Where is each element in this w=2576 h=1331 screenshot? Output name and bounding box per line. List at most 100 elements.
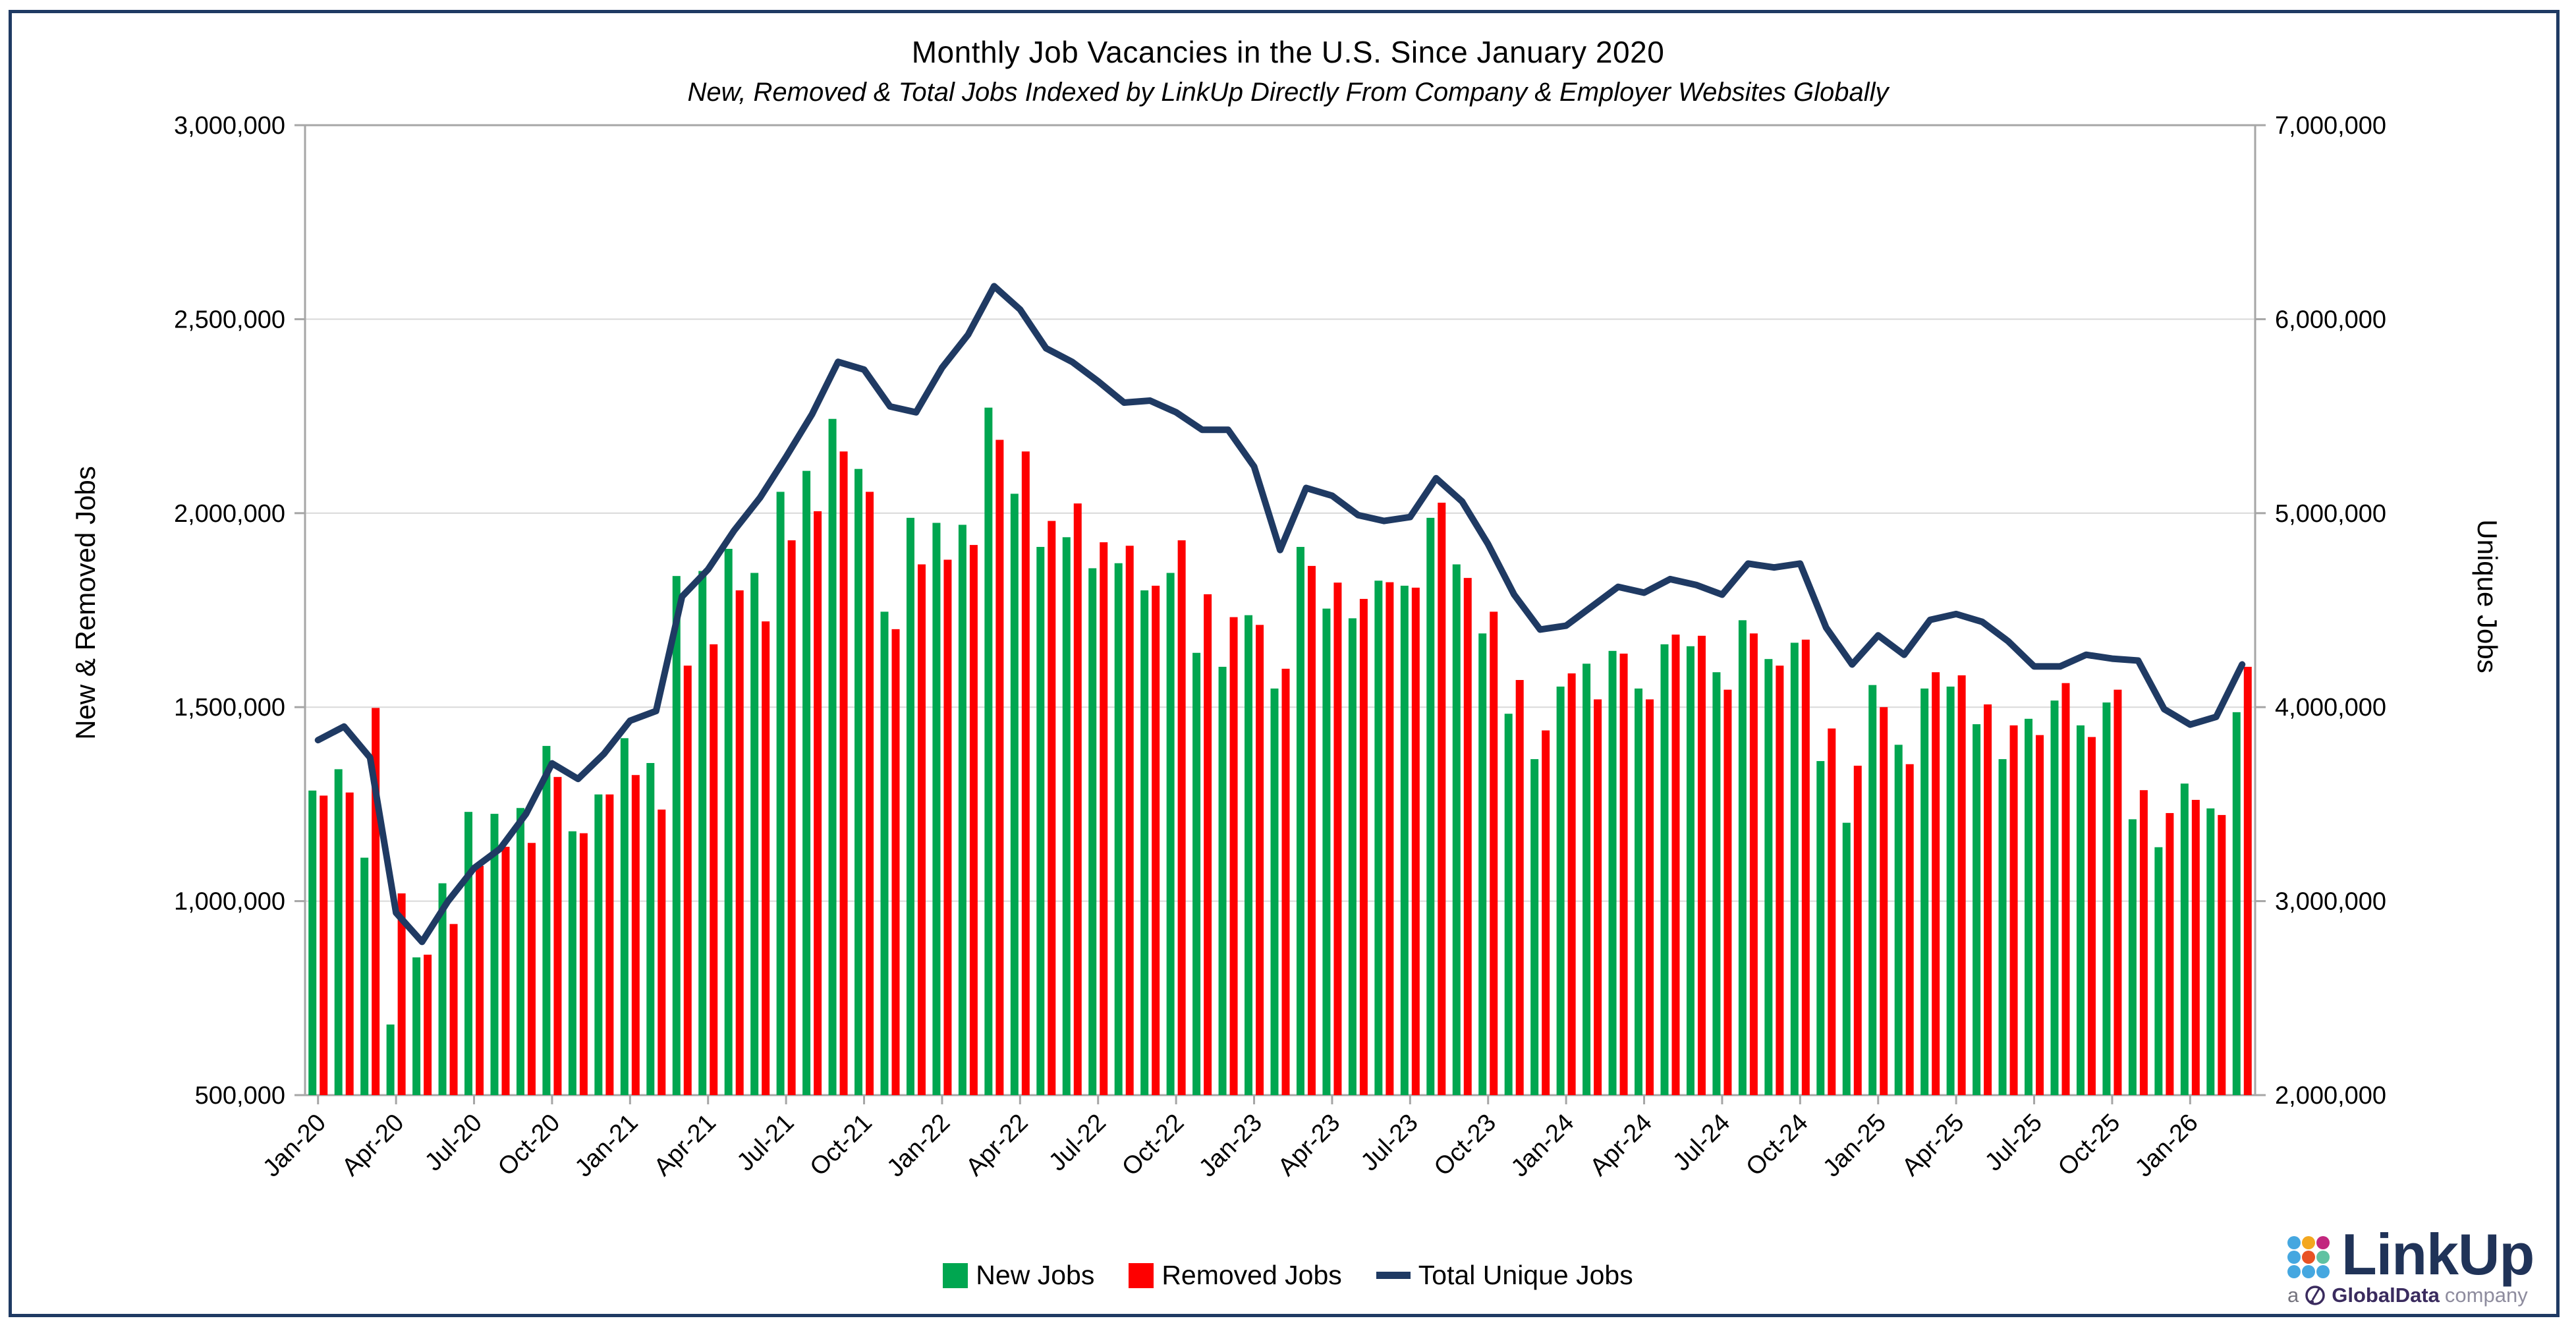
legend-label: Total Unique Jobs bbox=[1418, 1260, 1633, 1290]
bar-new-jobs bbox=[932, 523, 941, 1095]
bar-removed-jobs bbox=[1463, 578, 1472, 1095]
logo-dot bbox=[2302, 1265, 2315, 1278]
bar-new-jobs bbox=[1400, 585, 1409, 1095]
total-unique-jobs-line-icon bbox=[1376, 1272, 1411, 1279]
logo-dot bbox=[2287, 1236, 2301, 1249]
bar-removed-jobs bbox=[1619, 653, 1628, 1095]
bar-removed-jobs bbox=[1723, 689, 1732, 1095]
logo-dot bbox=[2287, 1251, 2301, 1264]
bar-new-jobs bbox=[1530, 759, 1539, 1095]
logo-dot bbox=[2302, 1251, 2315, 1264]
line-total-unique-jobs bbox=[314, 283, 2246, 946]
right-axis-tick-label: 7,000,000 bbox=[2275, 112, 2386, 140]
bar-removed-jobs bbox=[1749, 633, 1758, 1095]
legend-label: New Jobs bbox=[976, 1260, 1095, 1290]
bar-new-jobs bbox=[2050, 700, 2059, 1095]
bar-removed-jobs bbox=[605, 794, 614, 1095]
x-axis-tick-label: Oct-21 bbox=[805, 1109, 878, 1181]
legend-label: Removed Jobs bbox=[1162, 1260, 1342, 1290]
bar-removed-jobs bbox=[579, 833, 588, 1095]
bar-new-jobs bbox=[1426, 517, 1435, 1095]
x-axis-tick-label: Jul-23 bbox=[1356, 1109, 1424, 1177]
bar-removed-jobs bbox=[1359, 598, 1368, 1095]
x-axis-tick-label: Apr-25 bbox=[1897, 1109, 1969, 1181]
bar-new-jobs bbox=[750, 573, 759, 1095]
bar-removed-jobs bbox=[553, 777, 562, 1095]
bar-removed-jobs bbox=[1307, 565, 1316, 1095]
bar-removed-jobs bbox=[1828, 728, 1836, 1095]
bar-removed-jobs bbox=[1281, 668, 1290, 1095]
bar-removed-jobs bbox=[1073, 503, 1082, 1095]
x-axis-tick-label: Apr-23 bbox=[1273, 1109, 1345, 1181]
bar-new-jobs bbox=[2076, 725, 2085, 1095]
bar-removed-jobs bbox=[1152, 585, 1160, 1095]
bar-removed-jobs bbox=[2061, 683, 2070, 1095]
bar-removed-jobs bbox=[320, 795, 328, 1095]
right-axis-tick-label: 5,000,000 bbox=[2275, 500, 2386, 528]
bar-removed-jobs bbox=[1386, 582, 1394, 1095]
x-axis-tick-label: Oct-25 bbox=[2053, 1109, 2125, 1181]
bar-removed-jobs bbox=[787, 540, 796, 1095]
x-axis-tick-label: Jul-21 bbox=[732, 1109, 800, 1177]
bar-new-jobs bbox=[1582, 664, 1591, 1095]
right-axis-tick-label: 2,000,000 bbox=[2275, 1082, 2386, 1110]
tagline-brand: GlobalData bbox=[2332, 1283, 2440, 1307]
bar-removed-jobs bbox=[814, 511, 822, 1095]
bar-new-jobs bbox=[2025, 718, 2033, 1095]
bar-removed-jobs bbox=[2139, 790, 2148, 1095]
bar-removed-jobs bbox=[1125, 546, 1134, 1095]
bar-removed-jobs bbox=[2166, 812, 2174, 1095]
bar-new-jobs bbox=[516, 808, 524, 1095]
x-axis-tick-label: Oct-22 bbox=[1117, 1109, 1189, 1181]
bar-removed-jobs bbox=[2009, 725, 2018, 1095]
bar-new-jobs bbox=[1114, 563, 1123, 1095]
bar-removed-jobs bbox=[866, 492, 874, 1095]
bar-removed-jobs bbox=[527, 843, 536, 1095]
x-axis-tick-label: Jan-21 bbox=[570, 1109, 644, 1183]
bar-new-jobs bbox=[1973, 724, 1981, 1095]
bar-new-jobs bbox=[776, 492, 785, 1095]
bar-new-jobs bbox=[2128, 819, 2137, 1095]
bar-new-jobs bbox=[1348, 618, 1357, 1095]
bar-removed-jobs bbox=[1438, 502, 1446, 1095]
bar-removed-jobs bbox=[710, 644, 718, 1095]
right-axis-tick-label: 6,000,000 bbox=[2275, 306, 2386, 333]
bar-removed-jobs bbox=[1490, 611, 1498, 1095]
bar-new-jobs bbox=[490, 814, 499, 1095]
bar-new-jobs bbox=[1556, 686, 1565, 1095]
bar-new-jobs bbox=[672, 576, 681, 1095]
bar-removed-jobs bbox=[1333, 582, 1342, 1095]
bar-new-jobs bbox=[620, 738, 629, 1095]
left-axis-tick-label: 2,500,000 bbox=[174, 306, 285, 333]
left-axis-tick-label: 2,000,000 bbox=[174, 500, 285, 528]
bar-removed-jobs bbox=[1542, 730, 1550, 1095]
bar-new-jobs bbox=[542, 746, 551, 1095]
bar-removed-jobs bbox=[2087, 737, 2096, 1095]
bar-removed-jobs bbox=[1411, 587, 1420, 1095]
x-axis-tick-label: Jan-24 bbox=[1506, 1109, 1580, 1183]
bar-removed-jobs bbox=[917, 564, 926, 1095]
bar-removed-jobs bbox=[2036, 735, 2044, 1095]
bar-removed-jobs bbox=[2114, 689, 2122, 1095]
bar-removed-jobs bbox=[1853, 766, 1862, 1095]
x-axis-tick-label: Jan-25 bbox=[1818, 1109, 1891, 1183]
bar-removed-jobs bbox=[1957, 675, 1966, 1095]
bar-removed-jobs bbox=[683, 666, 692, 1095]
legend-item-new-jobs: New Jobs bbox=[943, 1260, 1094, 1291]
bar-new-jobs bbox=[1062, 537, 1071, 1095]
bar-removed-jobs bbox=[476, 866, 484, 1095]
bar-new-jobs bbox=[802, 470, 811, 1095]
bar-new-jobs bbox=[854, 468, 863, 1095]
legend-item-total-unique-jobs: Total Unique Jobs bbox=[1376, 1260, 1633, 1291]
x-axis-tick-label: Oct-20 bbox=[493, 1109, 565, 1181]
legend-item-removed-jobs: Removed Jobs bbox=[1129, 1260, 1342, 1291]
globaldata-compass-icon bbox=[2305, 1285, 2325, 1305]
x-axis-tick-label: Jul-22 bbox=[1044, 1109, 1111, 1177]
bar-new-jobs bbox=[2232, 712, 2241, 1095]
bar-new-jobs bbox=[464, 812, 473, 1095]
x-axis-tick-label: Apr-21 bbox=[649, 1109, 721, 1181]
bar-removed-jobs bbox=[1984, 704, 1992, 1095]
bar-new-jobs bbox=[880, 611, 889, 1095]
left-axis-tick-label: 3,000,000 bbox=[174, 112, 285, 140]
